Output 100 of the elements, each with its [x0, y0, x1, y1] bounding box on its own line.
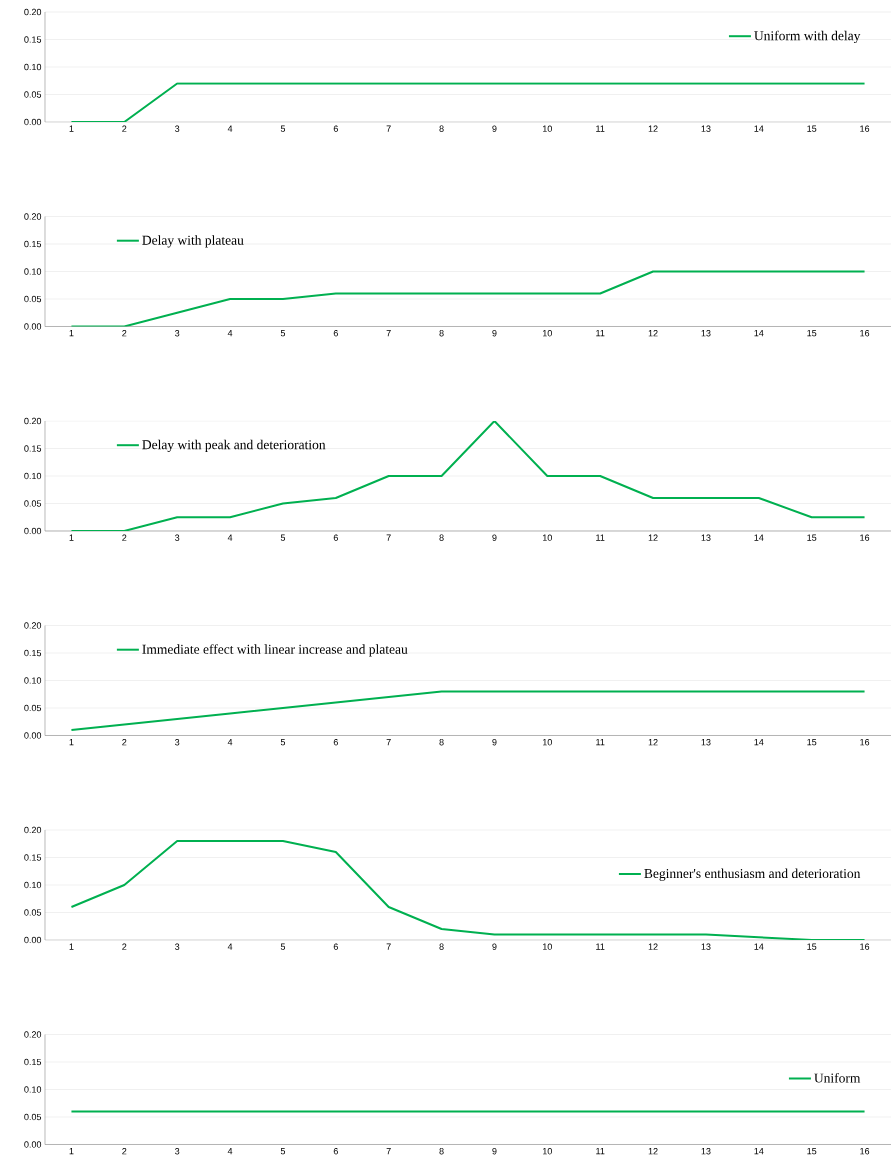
x-tick-label: 9 [492, 739, 497, 746]
x-tick-label: 16 [860, 125, 870, 132]
x-tick-label: 12 [648, 330, 658, 337]
x-tick-label: 6 [333, 739, 338, 746]
y-tick-label: 0.15 [24, 36, 42, 43]
x-tick-label: 10 [542, 739, 552, 746]
y-tick-label: 0.10 [24, 1086, 42, 1093]
x-tick-label: 13 [701, 330, 711, 337]
x-tick-label: 12 [648, 534, 658, 541]
x-tick-label: 7 [386, 739, 391, 746]
x-tick-label: 2 [122, 739, 127, 746]
legend-label: Uniform with delay [754, 30, 861, 44]
x-tick-label: 16 [860, 739, 870, 746]
x-tick-label: 15 [807, 534, 817, 541]
x-tick-label: 16 [860, 534, 870, 541]
x-tick-label: 15 [807, 739, 817, 746]
x-tick-label: 12 [648, 1148, 658, 1155]
x-tick-label: 9 [492, 330, 497, 337]
x-tick-label: 14 [754, 1148, 764, 1155]
x-tick-label: 14 [754, 739, 764, 746]
x-tick-label: 4 [227, 1148, 233, 1155]
x-tick-label: 7 [386, 534, 391, 541]
y-tick-label: 0.10 [24, 472, 42, 480]
x-tick-label: 9 [492, 1148, 497, 1155]
x-tick-label: 4 [227, 534, 233, 541]
x-tick-label: 2 [122, 1148, 127, 1155]
x-tick-label: 6 [333, 943, 338, 950]
x-tick-label: 13 [701, 125, 711, 132]
legend-label: Delay with plateau [142, 235, 244, 248]
x-tick-label: 7 [386, 330, 391, 337]
x-tick-label: 15 [807, 1148, 817, 1155]
y-tick-label: 0.15 [24, 649, 42, 657]
x-tick-label: 12 [648, 125, 658, 132]
x-tick-label: 3 [175, 943, 180, 950]
x-tick-label: 8 [439, 739, 444, 746]
x-tick-label: 15 [807, 943, 817, 950]
legend-label: Immediate effect with linear increase and plateau [142, 644, 408, 657]
y-tick-label: 0.15 [24, 854, 42, 861]
y-tick-label: 0.20 [24, 1031, 42, 1038]
x-tick-label: 1 [69, 943, 74, 950]
x-tick-label: 11 [596, 1148, 605, 1155]
legend-label: Uniform [814, 1072, 861, 1083]
x-tick-label: 3 [175, 1148, 180, 1155]
x-tick-label: 8 [439, 943, 444, 950]
x-tick-label: 4 [227, 739, 233, 746]
x-tick-label: 9 [492, 125, 497, 132]
x-tick-label: 1 [69, 1148, 74, 1155]
x-tick-label: 6 [333, 1148, 338, 1155]
y-tick-label: 0.05 [24, 1113, 42, 1121]
x-tick-label: 10 [542, 125, 552, 132]
y-tick-label: 0.00 [24, 527, 42, 535]
x-tick-label: 15 [807, 330, 817, 337]
x-tick-label: 9 [492, 534, 497, 541]
x-tick-label: 3 [175, 534, 180, 541]
y-tick-label: 0.10 [24, 63, 42, 71]
y-tick-label: 0.05 [24, 295, 42, 303]
y-tick-label: 0.00 [24, 323, 42, 330]
y-tick-label: 0.00 [24, 118, 42, 126]
x-tick-label: 6 [333, 330, 338, 337]
x-tick-label: 3 [175, 330, 180, 337]
x-tick-label: 1 [69, 330, 74, 337]
x-tick-label: 10 [542, 1148, 552, 1155]
legend-label: Delay with peak and deterioration [142, 439, 326, 453]
x-tick-label: 8 [439, 330, 444, 337]
x-tick-label: 1 [69, 534, 74, 541]
x-tick-label: 2 [122, 330, 127, 337]
x-tick-label: 2 [122, 125, 127, 132]
x-tick-label: 5 [280, 330, 286, 337]
x-tick-label: 6 [333, 534, 338, 541]
x-tick-label: 7 [386, 943, 391, 950]
y-tick-label: 0.00 [24, 732, 42, 739]
y-tick-label: 0.15 [24, 445, 42, 452]
x-tick-label: 2 [122, 534, 127, 541]
legend-label: Beginner's enthusiasm and deterioration [644, 868, 861, 881]
x-tick-label: 13 [701, 739, 711, 746]
x-tick-label: 11 [596, 943, 605, 950]
y-tick-label: 0.15 [24, 1058, 42, 1066]
x-tick-label: 16 [860, 943, 870, 950]
x-tick-label: 6 [333, 125, 338, 132]
x-tick-label: 13 [701, 534, 711, 541]
y-tick-label: 0.05 [24, 91, 42, 98]
x-tick-label: 13 [701, 1148, 711, 1155]
y-tick-label: 0.20 [24, 417, 42, 425]
x-tick-label: 5 [280, 943, 286, 950]
y-tick-label: 0.10 [24, 268, 42, 275]
x-tick-label: 11 [596, 330, 605, 337]
x-tick-label: 10 [542, 943, 552, 950]
x-tick-label: 3 [175, 125, 180, 132]
x-tick-label: 8 [439, 1148, 444, 1155]
x-tick-label: 8 [439, 534, 444, 541]
x-tick-label: 7 [386, 125, 391, 132]
y-tick-label: 0.00 [24, 1141, 42, 1148]
x-tick-label: 14 [754, 943, 764, 950]
x-tick-label: 14 [754, 534, 764, 541]
x-tick-label: 4 [227, 330, 233, 337]
y-tick-label: 0.05 [24, 704, 42, 712]
x-tick-label: 7 [386, 1148, 391, 1155]
y-tick-label: 0.20 [24, 826, 42, 834]
x-tick-label: 14 [754, 125, 764, 132]
y-tick-label: 0.00 [24, 936, 42, 944]
